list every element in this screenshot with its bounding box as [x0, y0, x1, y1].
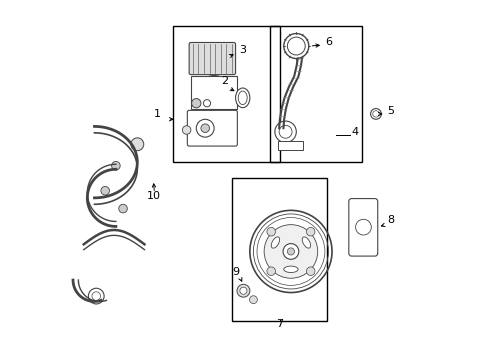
- Bar: [231, 178, 326, 321]
- FancyBboxPatch shape: [348, 199, 377, 256]
- Text: 1: 1: [153, 109, 160, 120]
- Circle shape: [283, 33, 308, 59]
- Circle shape: [370, 109, 381, 119]
- Circle shape: [372, 111, 378, 117]
- FancyBboxPatch shape: [187, 111, 237, 146]
- Bar: [278, 141, 303, 150]
- Text: 6: 6: [324, 37, 331, 47]
- Circle shape: [201, 124, 209, 132]
- FancyBboxPatch shape: [189, 42, 235, 75]
- Circle shape: [266, 267, 275, 275]
- Circle shape: [237, 284, 249, 297]
- Circle shape: [88, 288, 104, 304]
- Circle shape: [283, 244, 298, 259]
- Circle shape: [306, 267, 314, 275]
- Circle shape: [191, 99, 201, 108]
- Circle shape: [249, 296, 257, 303]
- Ellipse shape: [271, 237, 279, 248]
- Circle shape: [101, 186, 109, 195]
- Circle shape: [240, 287, 246, 294]
- Circle shape: [264, 225, 317, 278]
- Text: 5: 5: [386, 106, 394, 116]
- Ellipse shape: [302, 237, 310, 248]
- Text: 8: 8: [386, 215, 394, 225]
- Text: 9: 9: [232, 267, 239, 277]
- Bar: [269, 26, 362, 162]
- Circle shape: [306, 228, 314, 236]
- Circle shape: [203, 100, 210, 107]
- Circle shape: [131, 138, 143, 151]
- Circle shape: [266, 228, 275, 236]
- Bar: [190, 76, 237, 109]
- Text: 3: 3: [239, 45, 245, 55]
- Ellipse shape: [238, 91, 246, 105]
- Circle shape: [119, 204, 127, 213]
- Text: 2: 2: [221, 76, 228, 86]
- Circle shape: [279, 125, 291, 138]
- Text: 10: 10: [146, 190, 160, 201]
- Circle shape: [355, 219, 370, 235]
- Ellipse shape: [205, 76, 223, 85]
- Ellipse shape: [283, 266, 298, 273]
- Circle shape: [182, 126, 190, 134]
- Ellipse shape: [235, 88, 249, 108]
- Circle shape: [196, 119, 214, 137]
- Circle shape: [287, 37, 305, 55]
- Circle shape: [287, 248, 294, 255]
- Circle shape: [274, 121, 296, 143]
- Circle shape: [111, 161, 120, 170]
- Text: 7: 7: [275, 319, 283, 329]
- Circle shape: [92, 292, 101, 300]
- Bar: [173, 26, 280, 162]
- Text: 4: 4: [351, 127, 358, 138]
